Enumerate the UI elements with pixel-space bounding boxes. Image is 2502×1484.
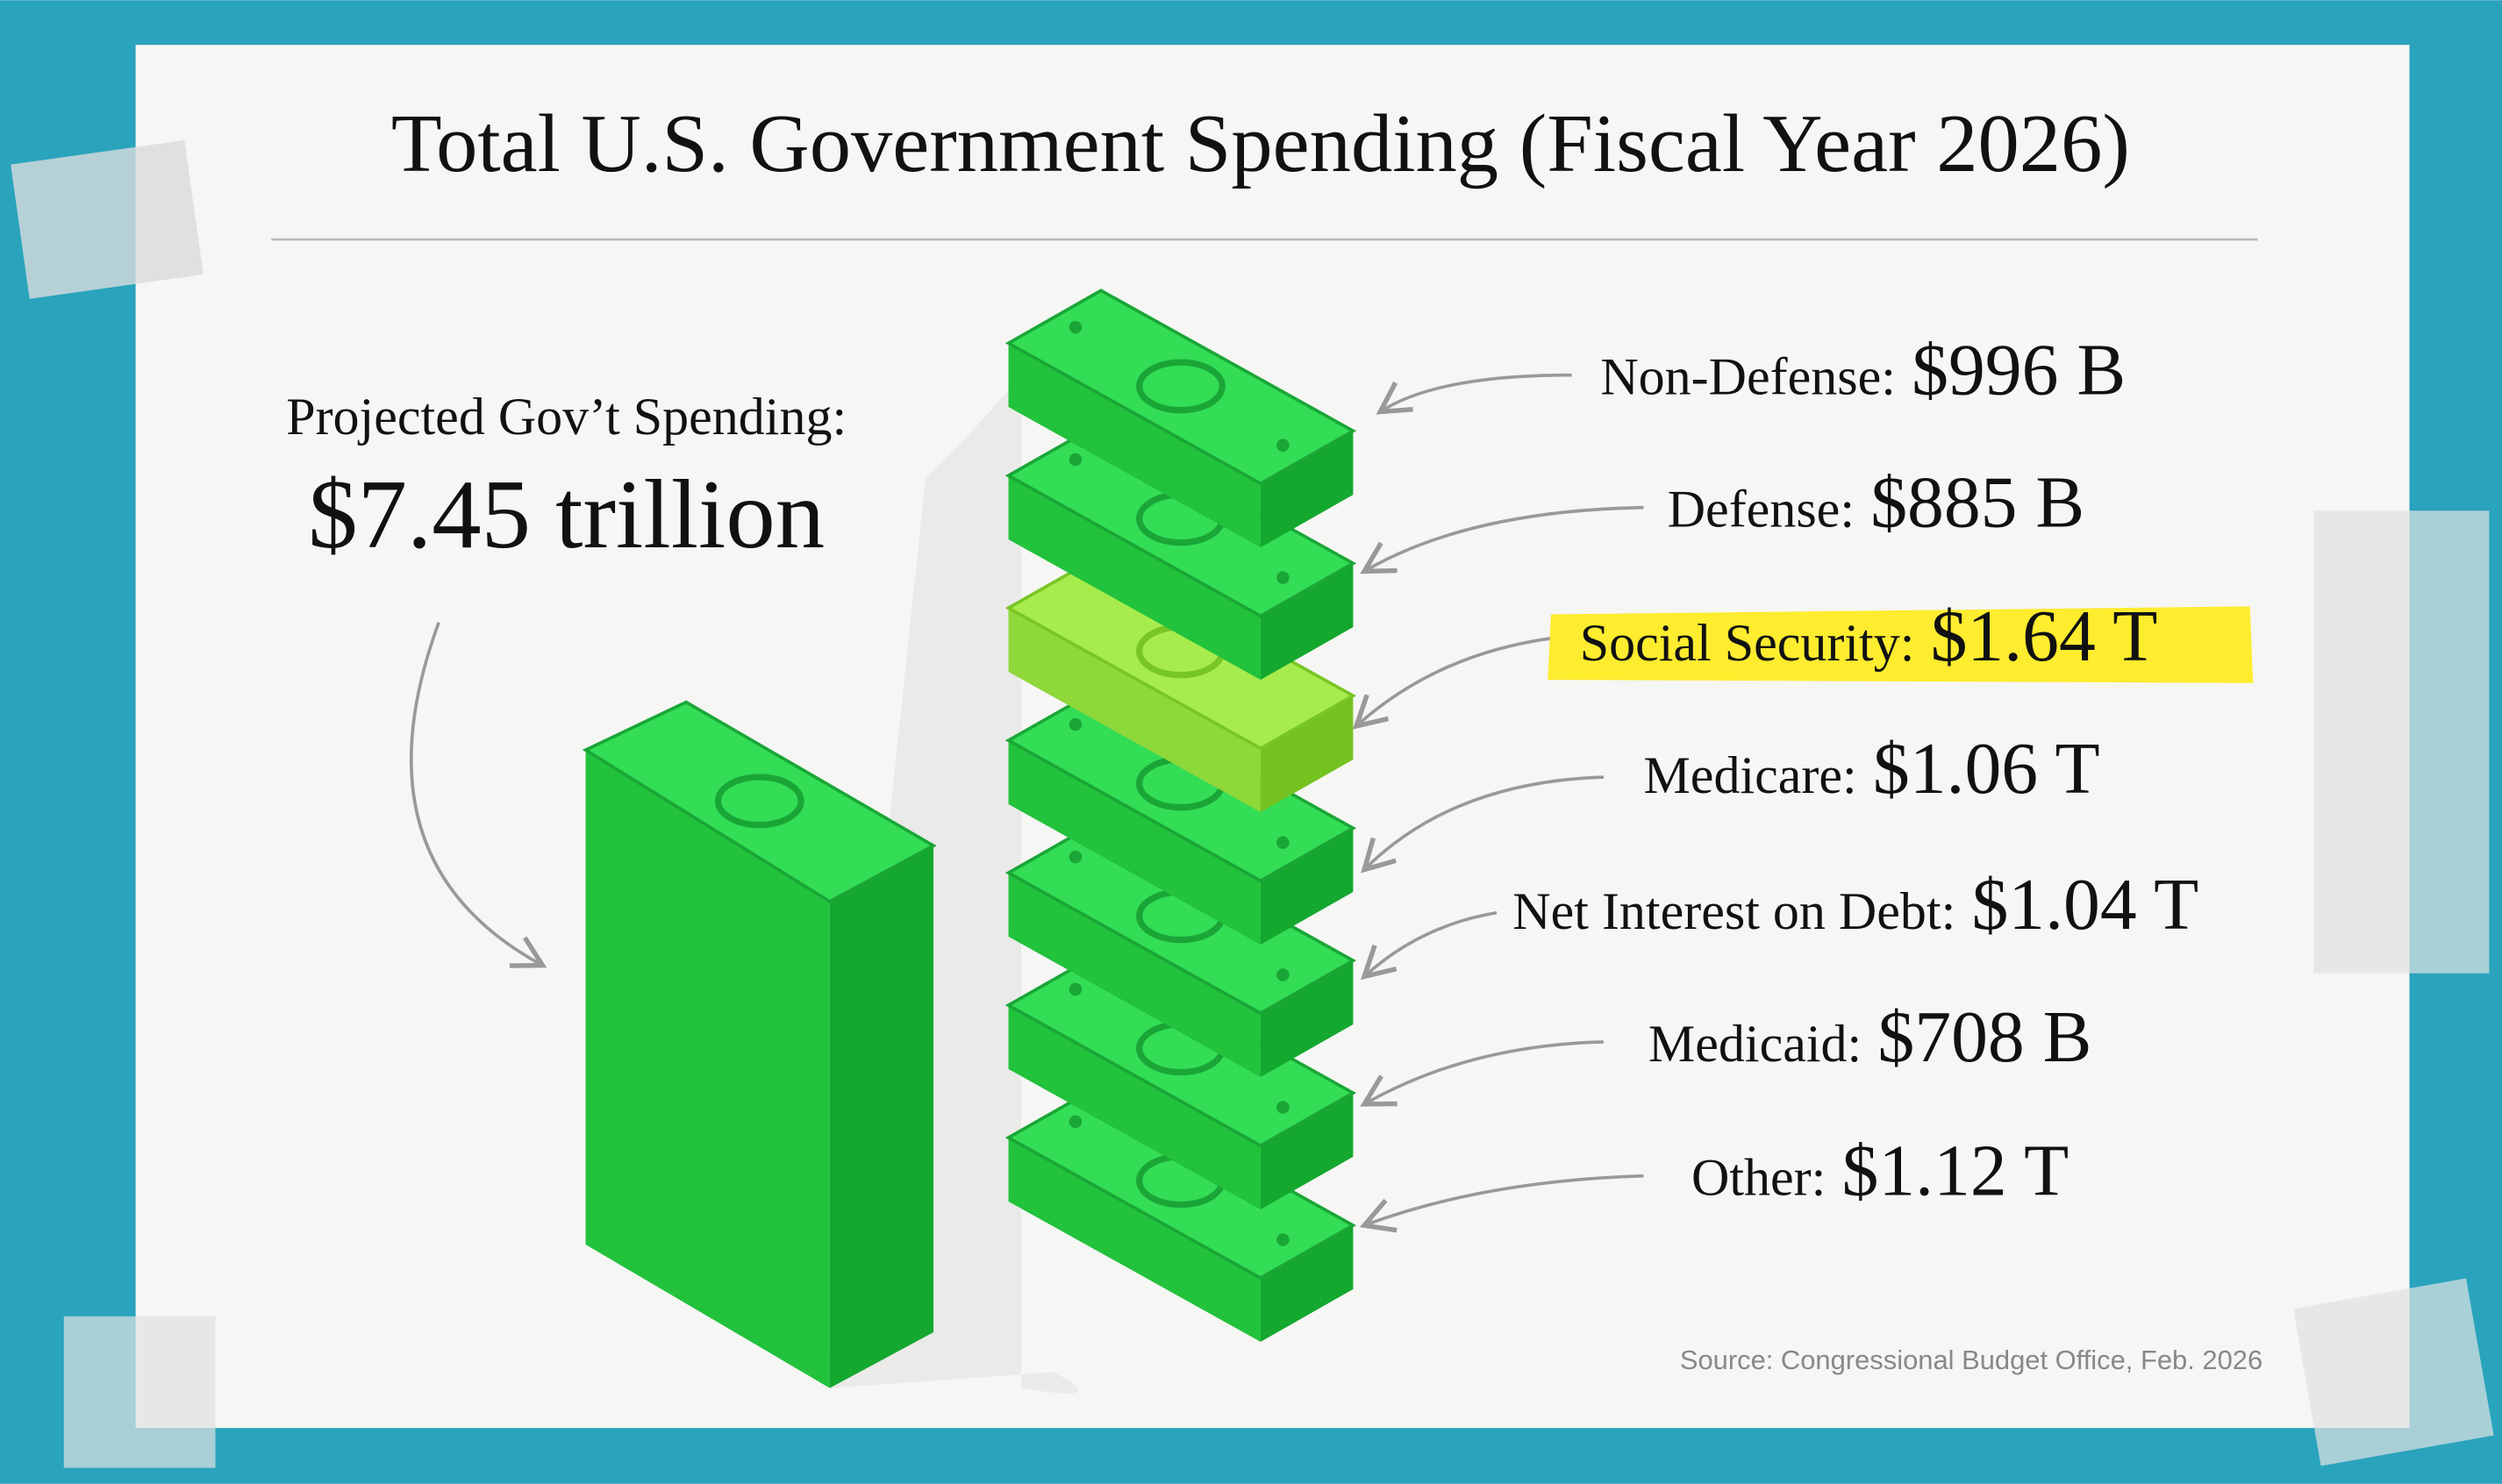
item-value: $1.64 T: [1931, 596, 2158, 677]
arrow: [409, 621, 547, 968]
item: Other: $1.12 T: [1691, 1131, 2069, 1212]
item-label: Defense:: [1668, 480, 1855, 538]
tape: [11, 139, 204, 299]
item-value: $1.06 T: [1873, 728, 2100, 810]
summary-label: Projected Gov’t Spending:: [286, 388, 847, 446]
item-label: Net Interest on Debt:: [1512, 882, 1955, 940]
item-value: $1.12 T: [1842, 1131, 2070, 1212]
item-value: $996 B: [1912, 329, 2126, 410]
item-label: Medicaid:: [1648, 1015, 1862, 1073]
items: Non-Defense: $996 B Defense: $885 B Social…: [1512, 329, 2198, 1211]
item: Medicare: $1.06 T: [1643, 728, 2099, 810]
pointer-arrows: [1352, 373, 1644, 1233]
tape: [63, 1316, 216, 1468]
item-value: $1.04 T: [1971, 864, 2198, 945]
item: Net Interest on Debt: $1.04 T: [1512, 864, 2198, 945]
item-label: Non-Defense:: [1600, 347, 1896, 405]
item: Medicaid: $708 B: [1648, 996, 2092, 1078]
source: Source: Congressional Budget Office, Feb…: [1680, 1345, 2263, 1375]
tape: [2313, 510, 2490, 974]
stacks: [1009, 290, 1354, 1342]
item: Social Security: $1.64 T: [1580, 596, 2158, 677]
highlight: [1548, 606, 2254, 683]
item: Defense: $885 B: [1668, 461, 2085, 543]
item-value: $708 B: [1877, 996, 2091, 1078]
item: Non-Defense: $996 B: [1600, 329, 2126, 410]
summary-value: $7.45 trillion: [308, 460, 825, 569]
item-label: Social Security:: [1580, 614, 1915, 672]
item-label: Other:: [1691, 1149, 1826, 1207]
item-value: $885 B: [1870, 461, 2084, 543]
item-label: Medicare:: [1643, 746, 1856, 804]
tape: [2293, 1278, 2494, 1466]
title: Total U.S. Government Spending (Fiscal Y…: [391, 98, 2130, 189]
big-stack: [582, 700, 937, 1388]
